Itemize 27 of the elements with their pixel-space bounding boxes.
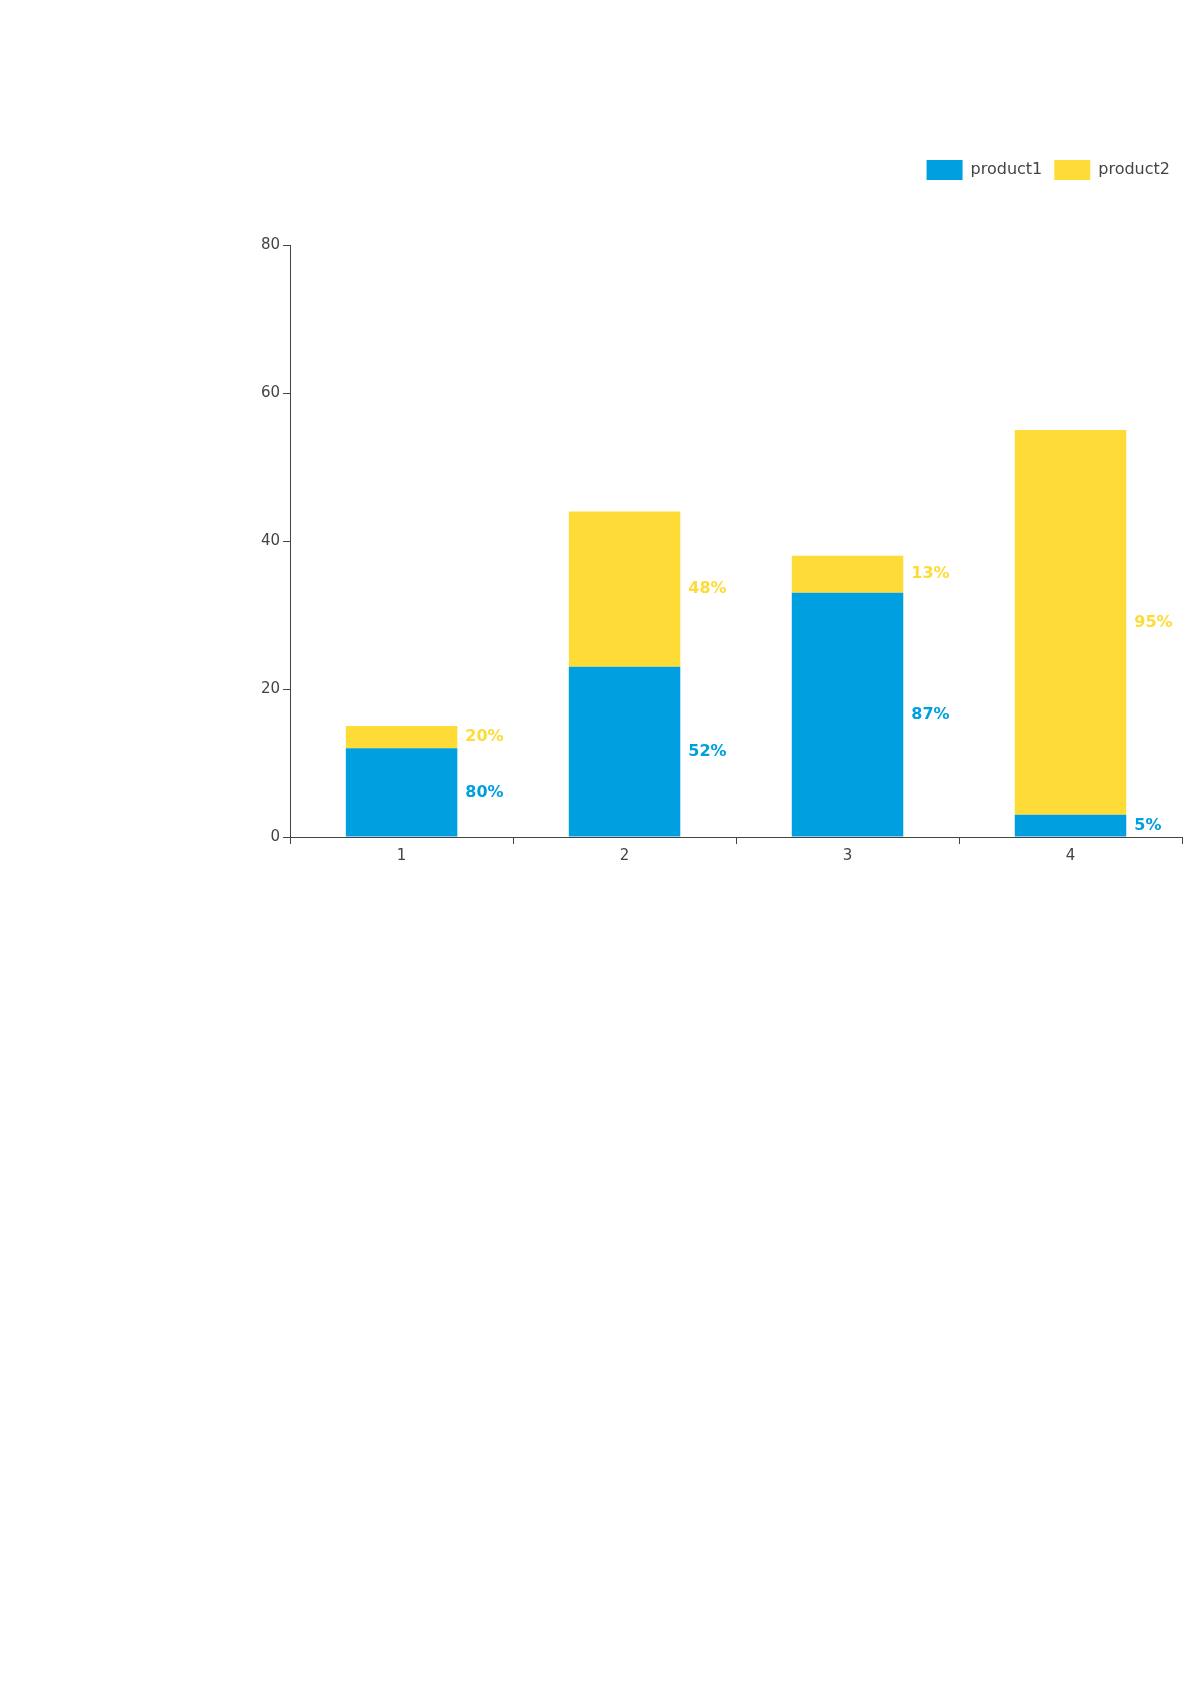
y-tick-label: 40: [260, 530, 281, 549]
bar: [1014, 430, 1127, 815]
x-tick-label: 4: [1065, 845, 1076, 864]
bar: [345, 726, 458, 749]
bar: [1014, 814, 1127, 837]
x-tick-label: 1: [396, 845, 407, 864]
bar: [791, 555, 904, 593]
bar: [568, 511, 681, 667]
y-tick-label: 80: [260, 234, 281, 253]
annotation: 20%: [465, 726, 504, 746]
x-tick-label: 2: [619, 845, 630, 864]
y-tick-label: 0: [270, 826, 281, 845]
annotation: 95%: [1134, 611, 1173, 631]
x-tick-label: 3: [842, 845, 853, 864]
annotation: 13%: [911, 563, 950, 583]
annotation: 5%: [1134, 814, 1162, 834]
bar: [791, 592, 904, 837]
legend-label: product1: [970, 159, 1043, 179]
legend-label: product2: [1098, 159, 1170, 179]
y-tick-label: 60: [260, 382, 281, 401]
bar: [568, 666, 681, 837]
annotation: 48%: [688, 578, 727, 598]
annotation: 87%: [911, 703, 950, 723]
bar: [345, 748, 458, 837]
annotation: 80%: [465, 781, 504, 801]
y-tick-label: 20: [260, 678, 281, 697]
annotation: 52%: [688, 740, 727, 760]
